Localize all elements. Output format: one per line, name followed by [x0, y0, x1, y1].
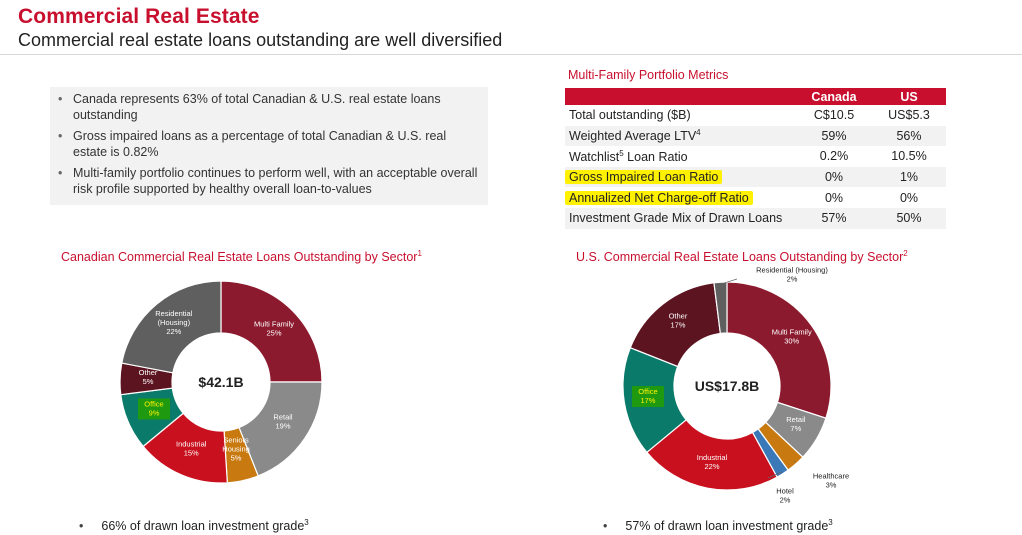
highlight-marker: Gross Impaired Loan Ratio [565, 170, 723, 185]
metrics-table: Canada US Total outstanding ($B) C$10.5 … [565, 88, 946, 229]
table-row: Investment Grade Mix of Drawn Loans 57% … [565, 207, 946, 229]
slice-label-multi-family: Multi Family 30% [772, 327, 812, 345]
slice-label-hotel: Hotel 2% [776, 487, 794, 505]
key-point: • Gross impaired loans as a percentage of… [58, 129, 447, 159]
slice-multi-family [726, 281, 832, 419]
slice-label-healthcare: Healthcare 3% [813, 472, 849, 490]
metrics-header-row: Canada US [565, 88, 946, 105]
slice-label-residential-housing: Residential (Housing) 2% [756, 266, 828, 284]
key-points-list: • Canada represents 63% of total Canadian… [50, 87, 488, 197]
canada-donut-chart: $42.1B Multi Family 25% Retail 19% Seniors Hou… [119, 280, 323, 484]
us-value: 1% [872, 166, 946, 188]
row-label: Investment Grade Mix of Drawn Loans [565, 207, 796, 229]
us-value: 0% [899, 190, 919, 205]
table-row: Gross Impaired Loan Ratio 0% 1% [565, 166, 946, 188]
metrics-title: Multi-Family Portfolio Metrics [568, 68, 729, 82]
leader-line-hotel [767, 471, 782, 479]
row-label: Annualized Net Charge-off Ratio [565, 187, 796, 208]
leader-line-healthcare [794, 460, 796, 463]
highlight-marker: Annualized Net Charge-off Ratio [565, 190, 753, 205]
key-point: • Canada represents 63% of total Canadian… [58, 92, 441, 122]
column-header-us: US [872, 88, 946, 105]
column-header-canada: Canada [796, 88, 872, 105]
canada-value: 0% [824, 190, 844, 205]
table-row: Weighted Average LTV4 59% 56% [565, 125, 946, 147]
slice-label-industrial: Industrial 22% [697, 453, 728, 471]
row-label: Gross Impaired Loan Ratio [565, 166, 796, 188]
highlight-marker-office [631, 386, 664, 408]
header-divider [0, 54, 1022, 55]
slice-residential-housing [121, 280, 222, 374]
slice-label-retail: Retail 19% [273, 413, 293, 431]
canada-value: 59% [796, 125, 872, 147]
leader-line-residential-housing [720, 278, 738, 285]
slice-multi-family [220, 280, 323, 383]
table-row: Total outstanding ($B) C$10.5 US$5.3 [565, 105, 946, 126]
canada-value: 0% [796, 166, 872, 188]
slice-label-office: Office 17% [638, 387, 657, 405]
key-point: • Multi-family portfolio continues to per… [58, 166, 478, 196]
canada-value: 0.2% [819, 149, 849, 164]
table-row: Annualized Net Charge-off Ratio 0% 0% [565, 187, 946, 208]
us-value: 56% [872, 125, 946, 147]
page-subtitle: Commercial real estate loans outstanding… [18, 30, 503, 50]
us-value: 10.5% [891, 149, 927, 164]
canada-footnote: • 66% of drawn loan investment grade3 [79, 518, 309, 534]
center-total-label: US$17.8B [695, 378, 760, 394]
us-value: US$5.3 [888, 108, 930, 123]
key-points-box: • Canada represents 63% of total Canadian… [50, 87, 488, 205]
center-total-label: $42.1B [198, 374, 243, 390]
page-title: Commercial Real Estate [18, 5, 260, 28]
us-chart-title: U.S. Commercial Real Estate Loans Outsta… [576, 249, 908, 265]
row-label: Watchlist5 Loan Ratio [569, 148, 688, 165]
slice-residential-housing [713, 281, 728, 335]
us-value: 50% [872, 207, 946, 229]
table-row: Watchlist5 Loan Ratio 0.2% 10.5% [565, 146, 946, 167]
canada-value: 57% [796, 207, 872, 229]
slice-label-office: Office 9% [144, 399, 163, 417]
canada-value: C$10.5 [813, 108, 855, 123]
slice-label-seniors-housing: Seniors Housing 5% [222, 435, 250, 462]
us-footnote: • 57% of drawn loan investment grade3 [603, 518, 833, 534]
slice-label-residential-housing: Residential (Housing) 22% [155, 309, 192, 336]
highlight-marker-office [138, 398, 171, 420]
us-donut-chart: US$17.8B Multi Family 30% Retail 7% Healthcar… [622, 266, 849, 505]
slice-label-industrial: Industrial 15% [176, 439, 207, 457]
canada-chart-title: Canadian Commercial Real Estate Loans Ou… [61, 249, 422, 265]
slice-label-other: Other 5% [139, 368, 158, 386]
row-label: Weighted Average LTV4 [565, 125, 796, 147]
row-label: Total outstanding ($B) [569, 108, 691, 123]
slice-label-multi-family: Multi Family 25% [254, 319, 294, 337]
slice-label-retail: Retail 7% [786, 415, 806, 433]
slice-label-other: Other 17% [669, 311, 688, 329]
